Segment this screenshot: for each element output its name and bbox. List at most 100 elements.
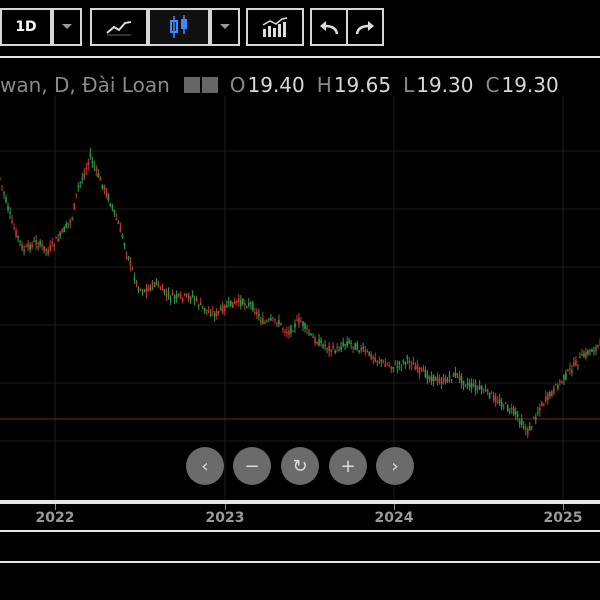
candle-body — [5, 197, 7, 203]
candle-body — [93, 166, 96, 168]
candle-body — [99, 177, 102, 181]
candle-body — [416, 364, 419, 369]
candle-body — [330, 349, 332, 352]
candle-body — [306, 327, 308, 329]
x-label-2025: 2025 — [543, 510, 583, 526]
visibility-icon[interactable] — [183, 77, 200, 93]
bottom-panel-border — [0, 561, 600, 563]
candle-body — [326, 348, 328, 350]
candle-body — [508, 410, 511, 412]
chart-type-dropdown-button[interactable] — [210, 8, 240, 46]
candle-body — [376, 360, 379, 362]
candle-body — [296, 319, 298, 321]
scroll-right-button[interactable]: › — [376, 447, 414, 485]
high-label: H — [316, 73, 332, 97]
candlestick-button[interactable] — [148, 8, 210, 46]
candle-body — [346, 341, 348, 346]
candle-body — [290, 325, 292, 334]
candle-body — [593, 350, 595, 352]
line-chart-button[interactable] — [90, 8, 148, 46]
candle-body — [181, 297, 184, 302]
candle-body — [510, 408, 513, 410]
candle-body — [121, 235, 124, 238]
candle-body — [532, 417, 535, 419]
candle-body — [197, 304, 200, 306]
candle-body — [314, 337, 316, 344]
candle-body — [418, 367, 421, 374]
legend-controls[interactable] — [183, 77, 218, 93]
candle-body — [494, 396, 497, 403]
redo-icon — [355, 21, 374, 35]
candle-body — [573, 362, 575, 366]
candle-body — [360, 347, 363, 351]
candle-body — [219, 307, 222, 310]
candle-body — [282, 328, 284, 330]
time-axis-top-border — [0, 500, 600, 504]
candle-body — [201, 305, 204, 307]
candle-body — [350, 342, 352, 344]
candle-body — [235, 300, 238, 303]
candle-body — [209, 314, 212, 316]
candle-body — [131, 268, 134, 270]
candle-body — [410, 365, 413, 367]
line-chart-icon — [106, 21, 132, 36]
interval-dropdown-button[interactable] — [52, 8, 82, 46]
x-label-2022: 2022 — [35, 510, 75, 526]
price-chart[interactable] — [0, 56, 600, 502]
scroll-left-icon: ‹ — [201, 455, 209, 477]
candle-body — [571, 370, 573, 373]
candle-body — [89, 153, 92, 157]
candle-body — [504, 403, 507, 405]
zoom-out-button[interactable]: − — [233, 447, 271, 485]
candle-body — [362, 347, 365, 350]
candle-body — [456, 373, 459, 375]
candle-body — [559, 380, 561, 383]
undo-button[interactable] — [310, 8, 348, 46]
candle-body — [213, 313, 216, 317]
redo-button[interactable] — [346, 8, 384, 46]
candle-body — [231, 302, 234, 308]
reset-button[interactable]: ↻ — [281, 447, 319, 485]
interval-label: 1D — [15, 19, 37, 35]
candle-body — [240, 300, 242, 306]
scroll-left-button[interactable]: ‹ — [186, 447, 224, 485]
candle-body — [79, 181, 82, 183]
indicators-icon — [262, 17, 288, 37]
candle-body — [223, 305, 226, 312]
candle-body — [336, 346, 338, 349]
candle-body — [25, 246, 27, 248]
candle-body — [498, 399, 501, 404]
indicators-button[interactable] — [246, 8, 304, 46]
candle-body — [338, 350, 340, 352]
candle-body — [534, 417, 537, 420]
candle-body — [119, 227, 122, 233]
x-label-2024: 2024 — [374, 510, 414, 526]
candle-body — [543, 403, 545, 405]
candle-body — [312, 336, 314, 338]
candle-body — [233, 301, 236, 304]
zoom-in-button[interactable]: + — [329, 447, 367, 485]
candle-body — [95, 168, 98, 171]
x-tick — [563, 504, 564, 510]
chart-toolbar: 1D — [0, 0, 600, 56]
time-axis-bottom-border — [0, 530, 600, 532]
candle-body — [73, 203, 76, 210]
candle-body — [320, 340, 322, 343]
candle-body — [189, 297, 192, 300]
open-value: 19.40 — [247, 73, 305, 97]
candle-body — [53, 244, 55, 247]
candle-body — [45, 248, 47, 251]
candle-body — [15, 230, 17, 237]
interval-button[interactable]: 1D — [0, 8, 52, 46]
candle-body — [57, 238, 59, 242]
candle-body — [442, 378, 445, 384]
candle-body — [177, 293, 180, 296]
settings-icon[interactable] — [201, 77, 218, 93]
candle-body — [414, 366, 417, 370]
candle-body — [374, 357, 377, 362]
candle-body — [300, 321, 302, 323]
candle-body — [380, 359, 383, 362]
candle-body — [61, 229, 64, 232]
candle-body — [280, 323, 282, 325]
candle-body — [185, 293, 188, 296]
